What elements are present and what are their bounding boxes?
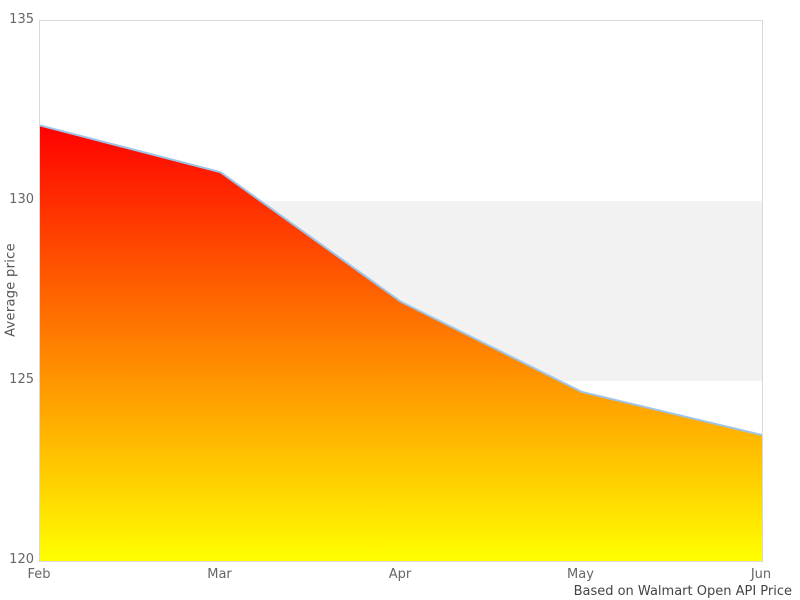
price-area-chart: [40, 124, 762, 561]
y-axis-title: Average price: [3, 243, 19, 337]
y-tick-label: 135: [9, 12, 34, 27]
x-tick-label: Feb: [27, 567, 51, 582]
y-tick-label: 130: [9, 192, 34, 207]
x-tick-label: May: [567, 567, 594, 582]
x-tick-label: Apr: [388, 567, 412, 582]
y-tick-label: 120: [9, 552, 34, 567]
x-tick-label: Jun: [750, 567, 772, 582]
x-tick-label: Mar: [207, 567, 232, 582]
line-series-stroke: [40, 124, 762, 436]
area-series-fill: [40, 125, 762, 561]
y-tick-label: 125: [9, 372, 34, 387]
plot-area: [39, 20, 763, 562]
chart-caption: Based on Walmart Open API Price: [573, 584, 792, 599]
